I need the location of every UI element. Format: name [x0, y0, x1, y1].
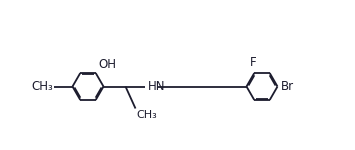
Text: F: F [250, 56, 257, 69]
Text: OH: OH [99, 58, 117, 71]
Text: CH₃: CH₃ [137, 110, 157, 120]
Text: HN: HN [147, 80, 165, 93]
Text: CH₃: CH₃ [32, 80, 54, 93]
Text: Br: Br [280, 80, 294, 93]
